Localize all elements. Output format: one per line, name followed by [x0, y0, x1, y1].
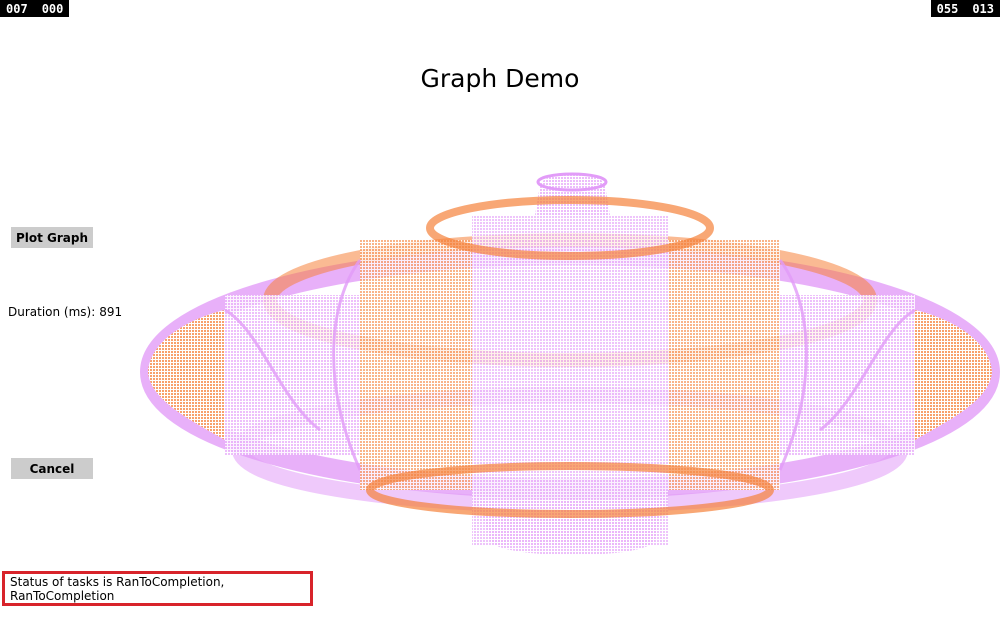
page-title: Graph Demo	[420, 64, 580, 93]
counter-value: 013	[972, 1, 994, 16]
cancel-button[interactable]: Cancel	[11, 458, 93, 479]
plot-graph-button[interactable]: Plot Graph	[11, 227, 93, 248]
curve-lines	[224, 259, 916, 471]
band-violet-center	[472, 215, 668, 545]
top-right-counter: 055 013	[930, 0, 1000, 17]
counter-value: 000	[41, 1, 64, 16]
upper-bowl	[426, 196, 714, 260]
counter-value: 055	[936, 1, 959, 16]
bottom-base	[478, 500, 665, 555]
duration-readout: Duration (ms): 891	[8, 305, 122, 319]
left-cap	[148, 310, 225, 440]
band-orange-left	[360, 240, 472, 490]
duration-label: Duration (ms):	[8, 305, 96, 319]
status-box: Status of tasks is RanToCompletion, RanT…	[2, 571, 313, 606]
left-violet-panel	[225, 295, 360, 455]
right-cap	[915, 310, 992, 440]
top-left-counter: 007 000	[0, 0, 70, 17]
band-orange-right	[668, 240, 780, 490]
lower-rim	[366, 462, 774, 518]
top-dome	[535, 173, 610, 215]
right-violet-panel	[780, 295, 915, 455]
duration-value: 891	[99, 305, 123, 319]
status-text: Status of tasks is RanToCompletion, RanT…	[10, 574, 225, 603]
counter-value: 007	[6, 1, 28, 16]
